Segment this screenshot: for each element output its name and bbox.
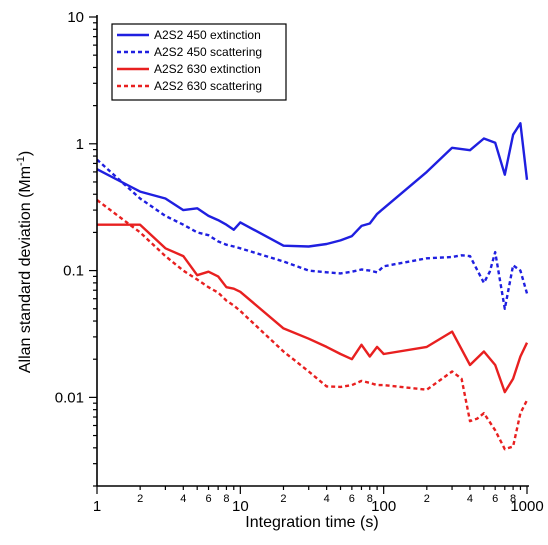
series-line-4 xyxy=(96,199,529,451)
x-tick-label: 10 xyxy=(232,498,249,515)
y-axis-label-main: Allan standard deviation (Mm xyxy=(17,166,34,373)
x-minor-tick-label: 8 xyxy=(223,493,229,505)
x-axis-label: Integration time (s) xyxy=(245,514,378,531)
x-minor-tick-label: 6 xyxy=(492,493,498,505)
legend-label-1: A2S2 450 extinction xyxy=(154,28,261,42)
legend: A2S2 450 extinction A2S2 450 scattering A2… xyxy=(111,23,287,101)
x-minor-tick-label: 4 xyxy=(180,493,186,505)
series-line-1 xyxy=(96,122,529,248)
x-tick-label: 100 xyxy=(371,498,396,515)
legend-box xyxy=(111,23,287,101)
legend-label-3: A2S2 630 extinction xyxy=(154,62,261,76)
series-line-3 xyxy=(97,223,529,394)
x-minor-tick-label: 4 xyxy=(324,493,330,505)
series-line-2 xyxy=(96,158,529,310)
x-minor-tick-label: 2 xyxy=(280,493,286,505)
x-tick-label: 1 xyxy=(93,498,101,515)
y-axis-label: Allan standard deviation (Mm-1) xyxy=(15,151,34,373)
y-axis-ticks: 10 1 0.1 0.01 xyxy=(55,9,97,487)
legend-label-4: A2S2 630 scattering xyxy=(154,79,262,93)
x-minor-tick-label: 8 xyxy=(367,493,373,505)
x-minor-tick-label: 4 xyxy=(467,493,473,505)
x-tick-label: 1000 xyxy=(510,498,543,515)
y-axis-label-close: ) xyxy=(17,151,34,156)
axes-layer xyxy=(96,15,529,487)
x-minor-tick-label: 2 xyxy=(424,493,430,505)
y-axis-label-superscript: -1 xyxy=(15,156,27,166)
y-tick-label: 10 xyxy=(67,9,84,26)
y-tick-label: 0.1 xyxy=(63,263,84,280)
x-minor-tick-label: 6 xyxy=(205,493,211,505)
x-minor-tick-label: 8 xyxy=(510,493,516,505)
series-layer xyxy=(96,122,529,451)
y-tick-label: 1 xyxy=(76,136,84,153)
legend-label-2: A2S2 450 scattering xyxy=(154,45,262,59)
x-minor-tick-label: 6 xyxy=(349,493,355,505)
x-minor-tick-label: 2 xyxy=(137,493,143,505)
y-tick-label: 0.01 xyxy=(55,389,84,406)
